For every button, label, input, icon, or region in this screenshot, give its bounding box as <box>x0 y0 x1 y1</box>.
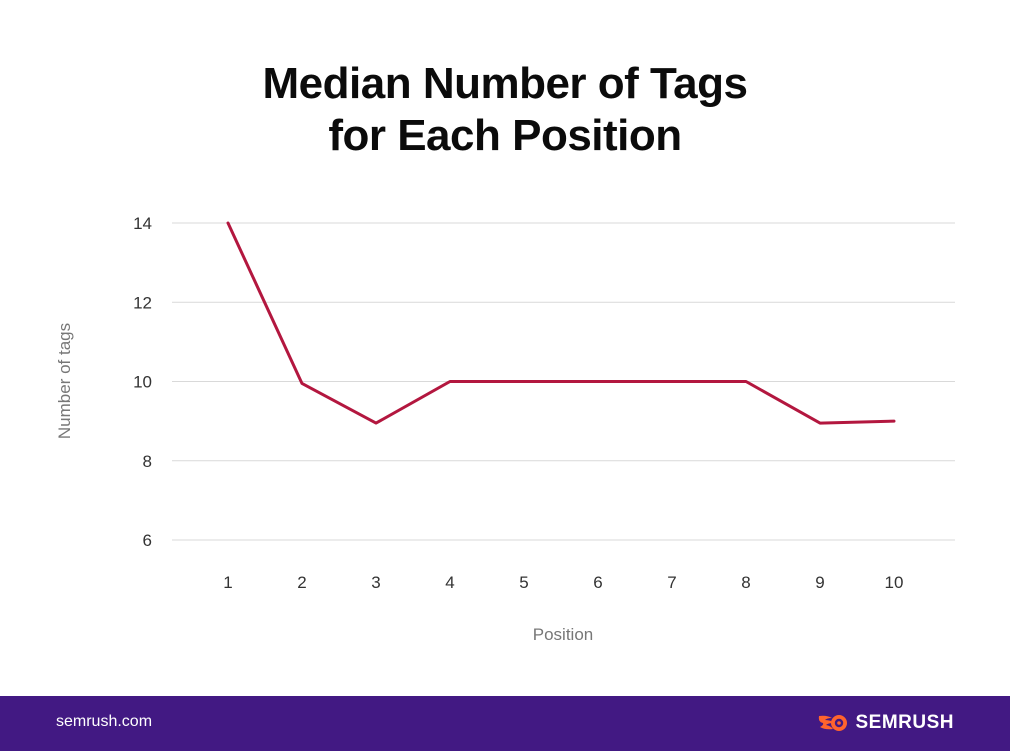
x-tick-label: 3 <box>371 573 380 592</box>
footer-bar: semrush.com SEMRUSH <box>0 696 1010 751</box>
x-axis-label: Position <box>533 625 593 644</box>
y-tick-label: 10 <box>133 373 152 392</box>
x-tick-label: 9 <box>815 573 824 592</box>
chart-title-line-2: for Each Position <box>328 111 682 160</box>
y-axis-label: Number of tags <box>55 323 74 439</box>
chart-title: Median Number of Tags for Each Position <box>0 58 1010 162</box>
series-line-1 <box>226 221 896 425</box>
y-tick-label: 12 <box>133 293 152 312</box>
x-tick-label: 5 <box>519 573 528 592</box>
y-tick-label: 6 <box>143 531 152 550</box>
chart-title-line-1: Median Number of Tags <box>262 59 748 108</box>
footer-url: semrush.com <box>56 713 153 730</box>
x-tick-label: 1 <box>223 573 232 592</box>
x-axis-ticks: 1 2 3 4 5 6 7 8 9 10 <box>223 573 903 592</box>
y-tick-label: 14 <box>133 214 152 233</box>
brand-logo: SEMRUSH <box>817 711 954 735</box>
x-tick-label: 10 <box>885 573 904 592</box>
x-tick-label: 8 <box>741 573 750 592</box>
x-tick-label: 6 <box>593 573 602 592</box>
brand-name: SEMRUSH <box>855 712 954 733</box>
y-axis-ticks: 6 8 10 12 14 <box>133 214 152 550</box>
y-tick-label: 8 <box>143 452 152 471</box>
series-layer <box>226 221 896 425</box>
semrush-flame-icon <box>819 715 848 731</box>
x-tick-label: 2 <box>297 573 306 592</box>
x-tick-label: 4 <box>445 573 454 592</box>
x-tick-label: 7 <box>667 573 676 592</box>
